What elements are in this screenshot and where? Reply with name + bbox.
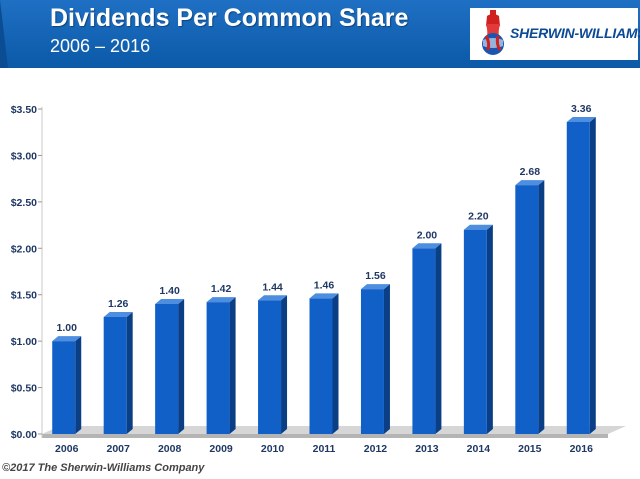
bar-side-face: [486, 224, 493, 434]
y-tick-label: $0.00: [11, 429, 37, 441]
x-tick-label: 2013: [415, 443, 439, 455]
bar: [52, 341, 76, 434]
bar-data-label: 2.68: [520, 166, 541, 178]
bar-side-face: [281, 295, 288, 434]
bar-top-face: [103, 312, 133, 317]
bar-side-face: [126, 312, 133, 434]
header-accent: [0, 0, 8, 68]
logo-wordmark: SHERWIN-WILLIAMS.: [510, 25, 640, 41]
company-logo: SHERWIN-WILLIAMS.: [470, 8, 640, 60]
y-tick-label: $2.50: [11, 197, 37, 209]
x-tick-label: 2010: [261, 443, 285, 455]
labels-group: 1.00 2006 1.26 2007 1.40 2008 1.42 2009 1.44 2010…: [55, 103, 593, 455]
bar-side-face: [538, 180, 545, 434]
bar-top-face: [258, 295, 288, 301]
bar-data-label: 1.46: [314, 279, 335, 291]
globe-paint-logo-icon: [482, 10, 504, 55]
bar-data-label: 1.42: [211, 283, 232, 295]
bar-side-face: [332, 293, 339, 434]
y-tick-label: $1.00: [11, 336, 37, 348]
bar-top-face: [52, 336, 82, 342]
bars-group: [52, 117, 596, 434]
y-tick-label: $3.50: [11, 104, 37, 116]
y-axis-group: $0.00 $0.50 $1.00 $1.50 $2.00 $2.50 $3.00 $3.50: [11, 104, 43, 441]
bar-side-face: [383, 284, 390, 434]
bar: [258, 300, 282, 434]
bar-data-label: 1.00: [57, 322, 78, 334]
bar-side-face: [75, 336, 82, 434]
bar-data-label: 1.56: [365, 270, 386, 282]
page-subtitle: 2006 – 2016: [50, 36, 151, 56]
x-tick-label: 2014: [467, 443, 491, 455]
bar-data-label: 2.00: [417, 229, 438, 241]
x-tick-label: 2015: [518, 443, 542, 455]
bar-top-face: [309, 293, 339, 299]
bar-top-face: [360, 284, 390, 290]
bar-side-face: [435, 243, 442, 434]
x-tick-label: 2012: [364, 443, 388, 455]
x-tick-label: 2006: [55, 443, 79, 455]
bar-side-face: [178, 299, 185, 434]
bar: [360, 289, 384, 434]
bar-top-face: [463, 224, 493, 230]
x-tick-label: 2007: [107, 443, 131, 455]
bar: [515, 185, 539, 434]
footer-copyright: ©2017 The Sherwin-Williams Company: [2, 462, 205, 474]
bar-side-face: [589, 117, 596, 434]
page-title: Dividends Per Common Share: [50, 4, 409, 32]
bar-data-label: 1.40: [159, 285, 180, 297]
dividends-bar-chart: $0.00 $0.50 $1.00 $1.50 $2.00 $2.50 $3.00 $3.50…: [11, 103, 626, 455]
bar-top-face: [155, 299, 185, 304]
x-tick-label: 2016: [570, 443, 594, 455]
bar: [412, 248, 436, 434]
bar: [206, 302, 230, 434]
bar: [309, 298, 333, 434]
bar-top-face: [566, 117, 596, 122]
chart-floor-edge: [42, 434, 608, 438]
bar: [463, 229, 487, 434]
y-tick-label: $3.00: [11, 150, 37, 162]
bar-top-face: [412, 243, 442, 249]
bar-data-label: 2.20: [468, 211, 489, 223]
y-tick-label: $0.50: [11, 383, 37, 395]
bar-top-face: [206, 297, 236, 303]
header-banner: Dividends Per Common Share 2006 – 2016 S…: [0, 0, 640, 68]
bar: [103, 317, 127, 434]
bar-data-label: 3.36: [571, 103, 592, 115]
bar-data-label: 1.26: [108, 298, 129, 310]
x-tick-label: 2011: [313, 443, 336, 455]
bar-data-label: 1.44: [262, 281, 283, 293]
bar-side-face: [229, 297, 236, 434]
y-tick-label: $2.00: [11, 243, 37, 255]
bar: [155, 304, 179, 434]
x-tick-label: 2008: [158, 443, 182, 455]
x-tick-label: 2009: [209, 443, 233, 455]
bar-top-face: [515, 180, 545, 186]
y-tick-label: $1.50: [11, 290, 37, 302]
bar: [566, 122, 590, 434]
